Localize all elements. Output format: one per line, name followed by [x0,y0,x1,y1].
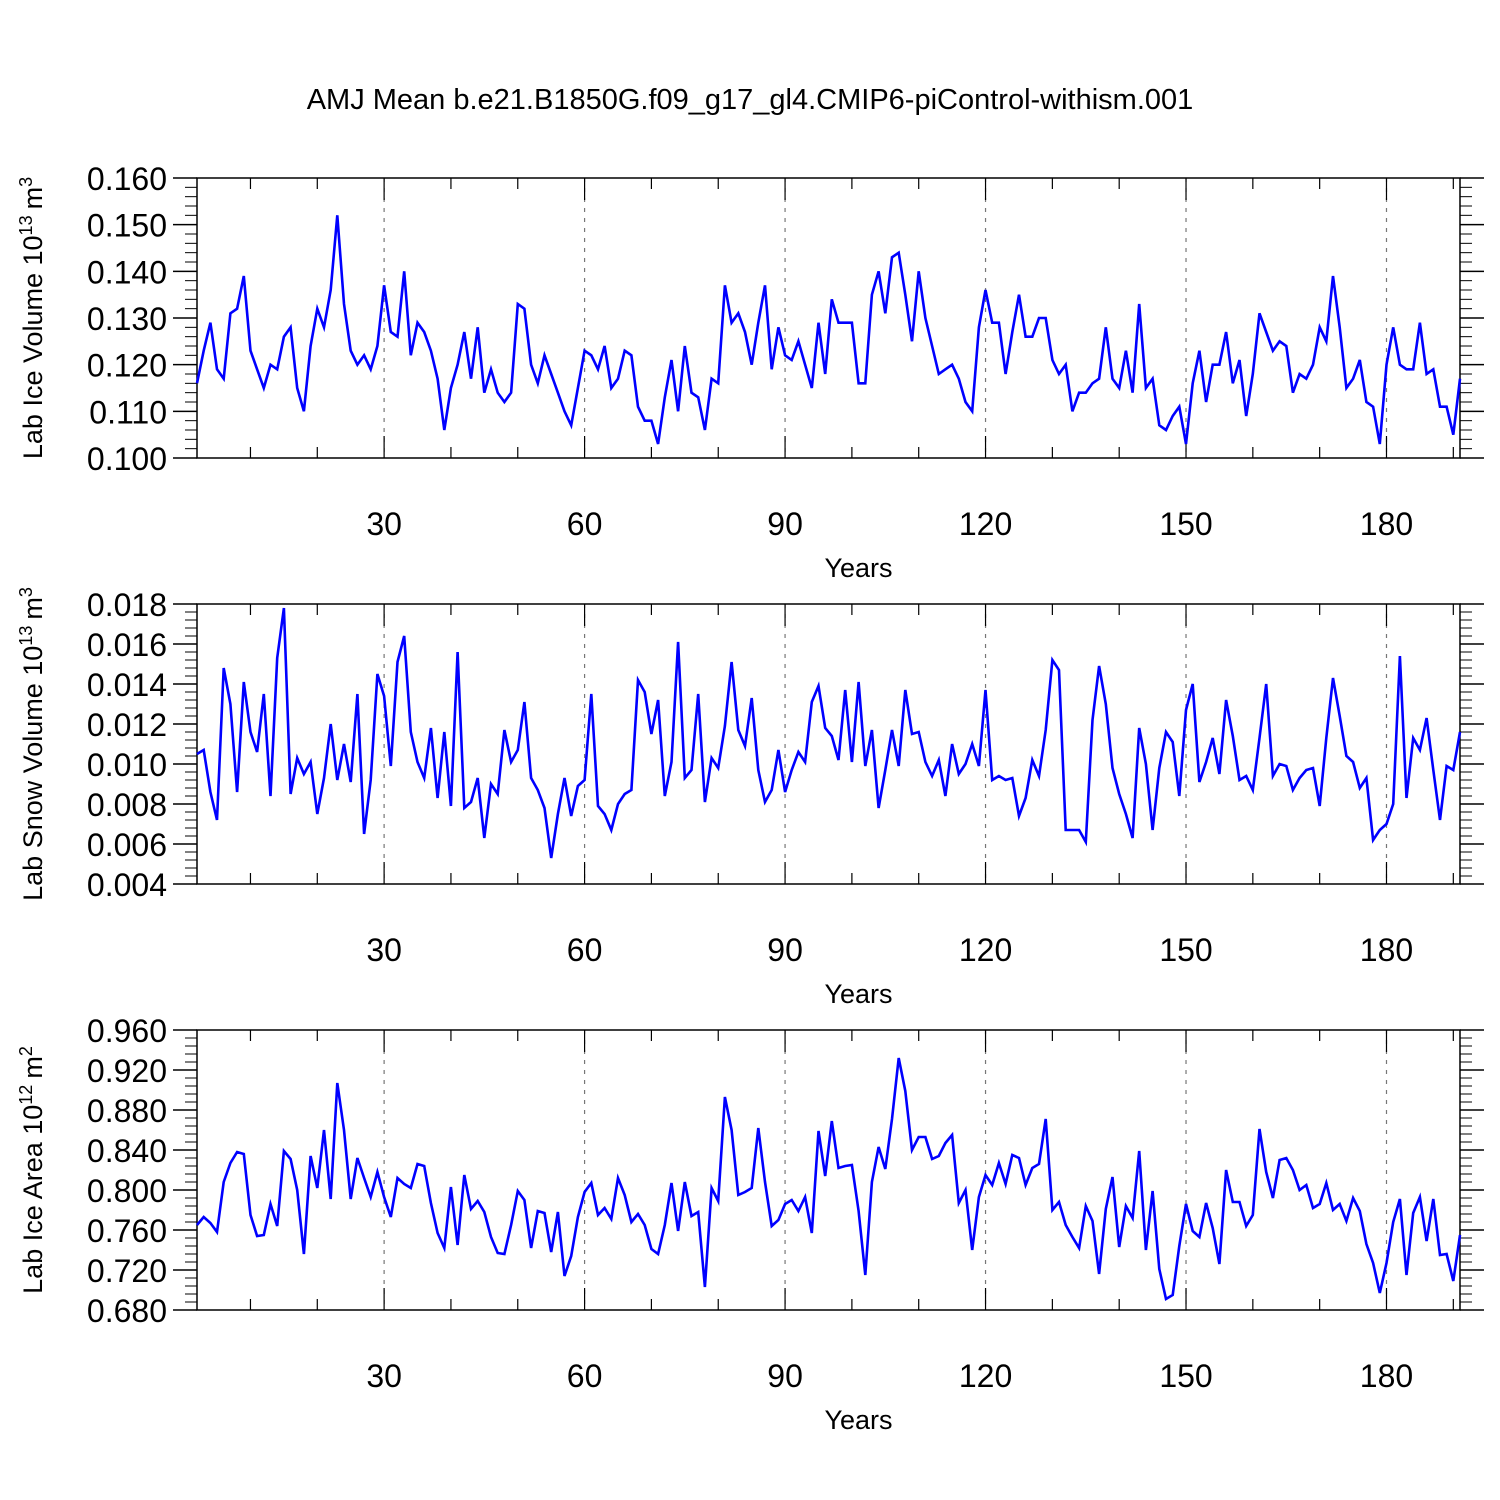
snow-volume-y-axis-label-exp: 13 [16,626,36,646]
snow-volume-ytick-label: 0.012 [87,707,167,743]
ice-volume-y-axis-label-unit: m [18,187,48,210]
ice-volume-series-line [195,215,1462,445]
ice-volume-xtick-label: 180 [1360,506,1413,542]
snow-volume-xtick-label: 30 [366,932,402,968]
ice-area-ytick-label: 0.880 [87,1093,167,1129]
ice-volume-ytick-label: 0.140 [87,254,167,290]
snow-volume-xtick-label: 150 [1159,932,1212,968]
snow-volume-ytick-label: 0.016 [87,627,167,663]
ice-area-ytick-label: 0.680 [87,1293,167,1329]
snow-volume-y-axis-label-unit: m [18,597,48,620]
ice-area-ytick-label: 0.720 [87,1253,167,1289]
snow-volume-ytick-label: 0.004 [87,867,167,903]
ice-volume-y-axis-label-exp: 13 [16,215,36,235]
snow-volume-ytick-label: 0.018 [87,587,167,623]
ice-volume-xtick-label: 150 [1159,506,1212,542]
ice-volume-ytick-label: 0.120 [87,348,167,384]
figure-title: AMJ Mean b.e21.B1850G.f09_g17_gl4.CMIP6-… [306,84,1194,116]
ice-volume-ytick-label: 0.160 [87,161,167,197]
ice-volume-ytick-label: 0.110 [89,394,167,430]
snow-volume-y-axis-label-text: Lab Snow Volume 10 [18,646,48,901]
ice-area-ytick-label: 0.800 [87,1173,167,1209]
ice-area-series-line [196,1057,1462,1302]
ice-volume-plot-frame [196,177,1461,459]
snow-volume-series-line [196,607,1462,859]
snow-volume-panel: 0.004 0.006 0.008 0.010 0.012 0.014 0.016 0.018… [16,587,1484,1009]
snow-volume-ytick-label: 0.014 [87,667,167,703]
snow-volume-y-axis-label-unit-exp: 3 [16,587,36,597]
ice-area-ytick-label: 0.920 [87,1053,167,1089]
ice-area-plot-frame [196,1029,1461,1311]
snow-volume-y-axis-label: Lab Snow Volume 1013 m3 [16,587,48,901]
ice-area-xtick-label: 120 [959,1358,1012,1394]
ice-area-xtick-label: 30 [366,1358,402,1394]
ice-area-y-axis-label-unit-exp: 2 [16,1046,36,1056]
ice-volume-xtick-label: 120 [959,506,1012,542]
snow-volume-xtick-label: 60 [567,932,603,968]
ice-area-ytick-label: 0.840 [87,1133,167,1169]
ice-area-xtick-label: 60 [567,1358,603,1394]
ice-volume-y-axis-label-unit-exp: 3 [16,177,36,187]
snow-volume-xtick-label: 120 [959,932,1012,968]
ice-volume-ytick-label: 0.130 [87,301,167,337]
ice-area-xtick-label: 90 [767,1358,803,1394]
snow-volume-xtick-label: 180 [1360,932,1413,968]
ice-volume-panel: 0.100 0.110 0.120 0.130 0.140 0.150 0.160 30 60 9… [16,161,1484,583]
ice-area-y-axis-label: Lab Ice Area 1012 m2 [16,1046,48,1294]
snow-volume-ytick-label: 0.010 [87,747,167,783]
ice-volume-xtick-label: 90 [767,506,803,542]
ice-volume-ytick-label: 0.100 [87,441,167,477]
ice-area-ytick-label: 0.760 [87,1213,167,1249]
ice-area-x-axis-label: Years [824,1405,892,1435]
ice-area-ytick-label: 0.960 [87,1013,167,1049]
ice-area-y-axis-label-text: Lab Ice Area 10 [18,1105,48,1294]
ice-area-y-axis-label-unit: m [18,1056,48,1079]
ice-area-xtick-label: 150 [1159,1358,1212,1394]
ice-volume-x-axis-label: Years [824,553,892,583]
ice-volume-xtick-label: 30 [366,506,402,542]
ice-volume-y-axis-label: Lab Ice Volume 1013 m3 [16,177,48,459]
ice-area-y-axis-label-exp: 12 [16,1085,36,1105]
snow-volume-x-axis-label: Years [824,979,892,1009]
ice-area-xtick-label: 180 [1360,1358,1413,1394]
snow-volume-ytick-label: 0.006 [87,827,167,863]
snow-volume-plot-frame [196,603,1461,885]
ice-area-panel: 0.680 0.720 0.760 0.800 0.840 0.880 0.920 0.960… [16,1013,1484,1435]
snow-volume-ytick-label: 0.008 [87,787,167,823]
ice-volume-y-axis-label-text: Lab Ice Volume 10 [18,235,48,459]
ice-volume-ytick-label: 0.150 [87,208,167,244]
snow-volume-xtick-label: 90 [767,932,803,968]
ice-volume-xtick-label: 60 [567,506,603,542]
